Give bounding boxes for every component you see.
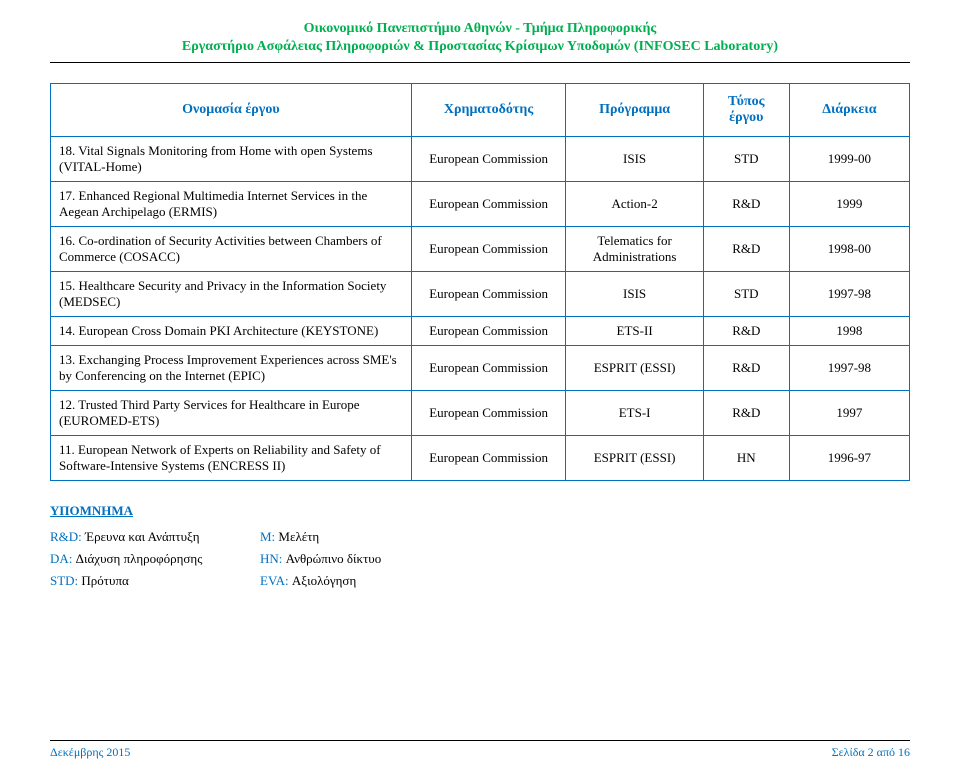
footer-date: Δεκέμβρης 2015 — [50, 745, 130, 760]
cell-name: 12. Trusted Third Party Services for Hea… — [51, 391, 412, 436]
cell-duration: 1998 — [789, 317, 909, 346]
cell-funder: European Commission — [411, 137, 566, 182]
cell-name: 18. Vital Signals Monitoring from Home w… — [51, 137, 412, 182]
header-divider — [50, 62, 910, 63]
cell-funder: European Commission — [411, 436, 566, 481]
cell-program: ISIS — [566, 272, 703, 317]
cell-name: 13. Exchanging Process Improvement Exper… — [51, 346, 412, 391]
legend-code: HN: — [260, 551, 282, 566]
legend-desc: Έρευνα και Ανάπτυξη — [82, 529, 200, 544]
legend-item: STD: Πρότυπα — [50, 573, 220, 589]
legend-code: STD: — [50, 573, 78, 588]
table-row: 13. Exchanging Process Improvement Exper… — [51, 346, 910, 391]
legend-desc: Αξιολόγηση — [289, 573, 357, 588]
legend-item: EVA: Αξιολόγηση — [260, 573, 430, 589]
table-row: 11. European Network of Experts on Relia… — [51, 436, 910, 481]
cell-duration: 1996-97 — [789, 436, 909, 481]
table-row: 16. Co-ordination of Security Activities… — [51, 227, 910, 272]
cell-program: ISIS — [566, 137, 703, 182]
legend-item: M: Μελέτη — [260, 529, 430, 545]
cell-program: ETS-I — [566, 391, 703, 436]
table-header-row: Ονομασία έργου Χρηματοδότης Πρόγραμμα Τύ… — [51, 84, 910, 137]
cell-type: R&D — [703, 317, 789, 346]
cell-type: R&D — [703, 346, 789, 391]
table-row: 14. European Cross Domain PKI Architectu… — [51, 317, 910, 346]
table-row: 15. Healthcare Security and Privacy in t… — [51, 272, 910, 317]
institution-line-2: Εργαστήριο Ασφάλειας Πληροφοριών & Προστ… — [50, 38, 910, 56]
cell-type: STD — [703, 137, 789, 182]
cell-program: Telematics for Administrations — [566, 227, 703, 272]
cell-duration: 1999 — [789, 182, 909, 227]
cell-funder: European Commission — [411, 346, 566, 391]
legend-row: R&D: Έρευνα και Ανάπτυξη M: Μελέτη — [50, 529, 910, 545]
col-header-program: Πρόγραμμα — [566, 84, 703, 137]
col-header-name: Ονομασία έργου — [51, 84, 412, 137]
legend-code: M: — [260, 529, 275, 544]
projects-table: Ονομασία έργου Χρηματοδότης Πρόγραμμα Τύ… — [50, 83, 910, 481]
cell-name: 11. European Network of Experts on Relia… — [51, 436, 412, 481]
cell-duration: 1997 — [789, 391, 909, 436]
legend-section: ΥΠΟΜΝΗΜΑ R&D: Έρευνα και Ανάπτυξη M: Μελέ… — [50, 503, 910, 589]
table-row: 17. Enhanced Regional Multimedia Interne… — [51, 182, 910, 227]
cell-name: 14. European Cross Domain PKI Architectu… — [51, 317, 412, 346]
page-header: Οικονομικό Πανεπιστήμιο Αθηνών - Τμήμα Π… — [50, 20, 910, 56]
legend-item: DA: Διάχυση πληροφόρησης — [50, 551, 220, 567]
cell-program: ESPRIT (ESSI) — [566, 346, 703, 391]
cell-type: R&D — [703, 227, 789, 272]
legend-row: DA: Διάχυση πληροφόρησης HN: Ανθρώπινο δί… — [50, 551, 910, 567]
cell-duration: 1998-00 — [789, 227, 909, 272]
cell-funder: European Commission — [411, 182, 566, 227]
cell-program: Action-2 — [566, 182, 703, 227]
legend-code: R&D: — [50, 529, 82, 544]
legend-item: HN: Ανθρώπινο δίκτυο — [260, 551, 430, 567]
cell-type: STD — [703, 272, 789, 317]
legend-code: DA: — [50, 551, 72, 566]
cell-funder: European Commission — [411, 317, 566, 346]
cell-duration: 1997-98 — [789, 272, 909, 317]
cell-funder: European Commission — [411, 272, 566, 317]
legend-row: STD: Πρότυπα EVA: Αξιολόγηση — [50, 573, 910, 589]
cell-program: ESPRIT (ESSI) — [566, 436, 703, 481]
cell-program: ETS-II — [566, 317, 703, 346]
col-header-duration: Διάρκεια — [789, 84, 909, 137]
cell-duration: 1997-98 — [789, 346, 909, 391]
footer-page: Σελίδα 2 από 16 — [832, 745, 910, 760]
cell-funder: European Commission — [411, 391, 566, 436]
legend-desc: Μελέτη — [275, 529, 319, 544]
legend-desc: Διάχυση πληροφόρησης — [72, 551, 202, 566]
page-footer: Δεκέμβρης 2015 Σελίδα 2 από 16 — [50, 740, 910, 760]
cell-type: R&D — [703, 182, 789, 227]
cell-name: 16. Co-ordination of Security Activities… — [51, 227, 412, 272]
legend-code: EVA: — [260, 573, 289, 588]
cell-type: HN — [703, 436, 789, 481]
legend-item: R&D: Έρευνα και Ανάπτυξη — [50, 529, 220, 545]
table-row: 12. Trusted Third Party Services for Hea… — [51, 391, 910, 436]
cell-type: R&D — [703, 391, 789, 436]
legend-desc: Πρότυπα — [78, 573, 129, 588]
cell-duration: 1999-00 — [789, 137, 909, 182]
institution-line-1: Οικονομικό Πανεπιστήμιο Αθηνών - Τμήμα Π… — [50, 20, 910, 38]
col-header-type: Τύπος έργου — [703, 84, 789, 137]
legend-desc: Ανθρώπινο δίκτυο — [282, 551, 381, 566]
legend-title: ΥΠΟΜΝΗΜΑ — [50, 503, 910, 519]
cell-name: 15. Healthcare Security and Privacy in t… — [51, 272, 412, 317]
col-header-funder: Χρηματοδότης — [411, 84, 566, 137]
cell-funder: European Commission — [411, 227, 566, 272]
table-row: 18. Vital Signals Monitoring from Home w… — [51, 137, 910, 182]
cell-name: 17. Enhanced Regional Multimedia Interne… — [51, 182, 412, 227]
